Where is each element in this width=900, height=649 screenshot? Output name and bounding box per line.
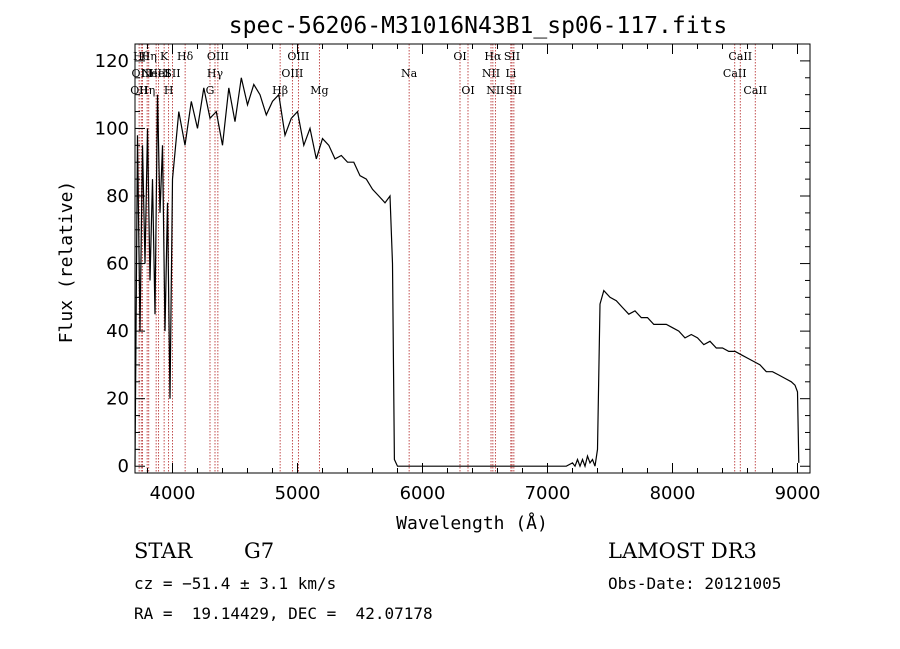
- line-label-17: Mg: [310, 84, 328, 97]
- line-label-11: G: [206, 84, 215, 97]
- emission-line-markers: [138, 44, 756, 473]
- x-tick-label-2: 6000: [400, 483, 446, 504]
- line-label-22: Hα: [484, 50, 502, 63]
- x-tick-label-5: 9000: [775, 483, 821, 504]
- y-axis-label: Flux (relative): [56, 181, 77, 344]
- survey-name: LAMOST DR3: [608, 539, 757, 563]
- line-label-4: Hη: [141, 50, 157, 63]
- x-axis-label: Wavelength (Å): [396, 512, 548, 534]
- y-tick-label-0: 0: [118, 456, 129, 477]
- line-label-13: OIII: [207, 50, 229, 63]
- observation-date: Obs-Date: 20121005: [608, 574, 782, 593]
- x-tick-label-1: 5000: [275, 483, 321, 504]
- line-label-10: Hδ: [177, 50, 194, 63]
- spectrum-line: [134, 77, 800, 469]
- line-label-21: NII: [482, 67, 500, 80]
- line-label-16: OIII: [287, 50, 309, 63]
- chart-title: spec-56206-M31016N43B1_sp06-117.fits: [229, 13, 728, 39]
- line-label-6: HeI: [148, 67, 168, 80]
- line-label-2: OIII: [131, 67, 153, 80]
- y-tick-label-5: 100: [95, 118, 129, 139]
- y-tick-label-1: 20: [106, 389, 129, 410]
- line-label-9: SII: [164, 67, 180, 80]
- plot-frame: [134, 43, 811, 474]
- line-label-25: SII: [504, 50, 520, 63]
- redshift-velocity: cz = −51.4 ± 3.1 km/s: [134, 574, 337, 593]
- line-label-19: OI: [453, 50, 466, 63]
- line-label-5: NeIII: [142, 67, 171, 80]
- emission-line-labels: OIIHθOIIIHηHηNeIIIHeIKHSIIHδGHγOIIIHβOII…: [130, 50, 767, 97]
- line-label-29: CaII: [743, 84, 767, 97]
- line-label-7: K: [160, 50, 169, 63]
- line-label-1: Hθ: [133, 50, 150, 63]
- x-tick-label-0: 4000: [150, 483, 196, 504]
- line-label-14: Hβ: [272, 84, 288, 97]
- x-tick-label-3: 7000: [525, 483, 571, 504]
- line-label-28: CaII: [728, 50, 752, 63]
- line-label-20: OI: [461, 84, 474, 97]
- object-class: STAR: [134, 539, 193, 563]
- x-tick-label-4: 8000: [650, 483, 696, 504]
- y-tick-label-6: 120: [95, 51, 129, 72]
- y-tick-label-2: 40: [106, 321, 129, 342]
- line-label-18: Na: [401, 67, 418, 80]
- line-label-24: Li: [505, 67, 516, 80]
- line-label-15: OIII: [281, 67, 303, 80]
- coordinates: RA = 19.14429, DEC = 42.07178: [134, 604, 433, 623]
- line-label-23: NII: [486, 84, 504, 97]
- line-label-8: H: [164, 84, 174, 97]
- y-tick-label-3: 60: [106, 254, 129, 275]
- y-tick-label-4: 80: [106, 186, 129, 207]
- x-axis: 4000 5000 6000 7000 8000 9000: [147, 44, 821, 504]
- line-label-26: SII: [506, 84, 522, 97]
- line-label-27: CaII: [723, 67, 747, 80]
- object-subclass: G7: [244, 539, 275, 563]
- line-label-12: Hγ: [207, 67, 224, 80]
- line-label-3: Hη: [139, 84, 155, 97]
- y-axis: 0 20 40 60 80 100 120: [95, 51, 810, 477]
